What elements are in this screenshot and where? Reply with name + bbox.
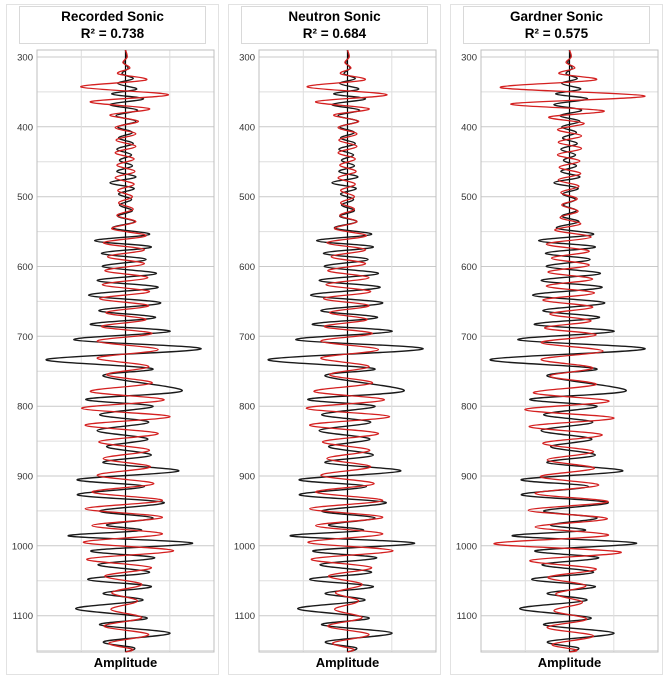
x-axis-label: Amplitude [537, 655, 602, 671]
depth-tick-label: 900 [239, 472, 255, 483]
x-axis-label: Amplitude [315, 655, 380, 671]
chart-panel-recorded-sonic: Recorded Sonic R² = 0.738 300 400 500 600 70… [6, 4, 219, 675]
chart-title-line: Neutron Sonic [288, 9, 381, 24]
depth-tick-label: 800 [17, 402, 33, 413]
chart-title: Gardner Sonic R² = 0.575 [463, 6, 650, 44]
red-trace-path [493, 49, 646, 653]
depth-tick-label: 1000 [456, 541, 477, 552]
depth-tick-label: 1000 [234, 541, 255, 552]
depth-tick-label: 1000 [12, 541, 33, 552]
black-trace-path [267, 49, 424, 653]
black-trace-path [489, 49, 646, 653]
depth-tick-label: 500 [17, 192, 33, 203]
chart-title-line: Gardner Sonic [509, 9, 604, 24]
depth-tick-label: 300 [239, 53, 255, 64]
red-trace-path [80, 49, 175, 653]
wiggle-plot: 300 400 500 600 700 800 900 1000 1100 [12, 49, 215, 653]
depth-tick-label: 700 [239, 332, 255, 343]
chart-title: Neutron Sonic R² = 0.684 [241, 6, 428, 44]
depth-tick-label: 400 [239, 122, 255, 133]
depth-tick-label: 900 [17, 472, 33, 483]
red-trace-path [305, 49, 394, 653]
depth-axis-labels: 300 400 500 600 700 800 900 1000 1100 [12, 53, 33, 623]
depth-tick-label: 1100 [457, 611, 477, 622]
depth-axis-labels: 300 400 500 600 700 800 900 1000 1100 [456, 53, 477, 623]
depth-tick-label: 300 [461, 53, 477, 64]
chart-panel-neutron-sonic: Neutron Sonic R² = 0.684 300 400 500 600 700… [228, 4, 441, 675]
depth-tick-label: 300 [17, 53, 33, 64]
depth-tick-label: 600 [17, 262, 33, 273]
chart-title-line: Recorded Sonic [61, 9, 164, 24]
depth-tick-label: 800 [461, 402, 477, 413]
depth-tick-label: 400 [461, 122, 477, 133]
depth-tick-label: 700 [461, 332, 477, 343]
chart-title-r2: R² = 0.575 [524, 26, 589, 41]
depth-tick-label: 800 [239, 402, 255, 413]
chart-title-r2: R² = 0.738 [80, 26, 145, 41]
depth-tick-label: 600 [461, 262, 477, 273]
chart-panel-gardner-sonic: Gardner Sonic R² = 0.575 300 400 500 600 700… [450, 4, 663, 675]
depth-tick-label: 1100 [13, 611, 33, 622]
wiggle-plot: 300 400 500 600 700 800 900 1000 1100 [456, 49, 659, 653]
x-axis-label: Amplitude [93, 655, 158, 671]
depth-tick-label: 700 [17, 332, 33, 343]
depth-tick-label: 500 [461, 192, 477, 203]
depth-tick-label: 400 [17, 122, 33, 133]
depth-tick-label: 900 [461, 472, 477, 483]
chart-title: Recorded Sonic R² = 0.738 [19, 6, 206, 44]
depth-axis-labels: 300 400 500 600 700 800 900 1000 1100 [234, 53, 255, 623]
chart-title-r2: R² = 0.684 [302, 26, 367, 41]
black-trace-path [45, 49, 202, 653]
wiggle-plot: 300 400 500 600 700 800 900 1000 1100 [234, 49, 437, 653]
depth-tick-label: 600 [239, 262, 255, 273]
depth-tick-label: 1100 [235, 611, 255, 622]
depth-tick-label: 500 [239, 192, 255, 203]
